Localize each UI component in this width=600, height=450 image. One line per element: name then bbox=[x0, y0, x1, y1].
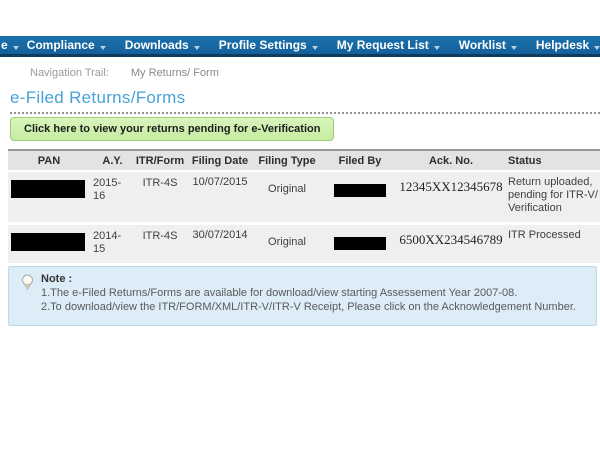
column-header-itr-form: ITR/Form bbox=[135, 154, 185, 167]
filing-date-cell: 30/07/2014 bbox=[192, 229, 248, 241]
nav-item-compliance[interactable]: Compliance bbox=[27, 38, 106, 52]
redacted-filed-by-box bbox=[334, 184, 386, 197]
chevron-down-icon bbox=[12, 45, 19, 50]
status-cell: ITR Processed bbox=[508, 229, 581, 241]
filing-type-cell: Original bbox=[268, 236, 306, 248]
breadcrumb-path: My Returns/ Form bbox=[130, 67, 219, 79]
chevron-down-icon bbox=[311, 45, 318, 50]
chevron-down-icon bbox=[193, 45, 200, 50]
ack-number-link[interactable]: 12345XX12345678 bbox=[399, 179, 503, 194]
nav-item-profile-settings[interactable]: Profile Settings bbox=[219, 38, 318, 52]
filed-by-cell bbox=[322, 225, 398, 263]
column-header-ack-no: Ack. No. bbox=[428, 154, 473, 167]
chevron-down-icon bbox=[433, 45, 440, 50]
nav-item-label: My Request List bbox=[336, 38, 429, 52]
column-header-pan: PAN bbox=[37, 154, 61, 167]
top-navbar: e Compliance Downloads Profile Settings … bbox=[0, 36, 600, 57]
chevron-down-icon bbox=[510, 45, 517, 50]
column-header-ay: A.Y. bbox=[102, 154, 123, 167]
table-row: 2015-16 ITR-4S 10/07/2015 Original 12345… bbox=[8, 172, 600, 222]
status-cell: Return uploaded, pending for ITR-V/ E-Ve… bbox=[508, 176, 600, 214]
table-header-row: PAN A.Y. ITR/Form Filing Date Filing Typ… bbox=[8, 149, 600, 170]
note-title: Note : bbox=[41, 273, 73, 285]
nav-item-worklist[interactable]: Worklist bbox=[459, 38, 517, 52]
redacted-pan-box bbox=[11, 233, 85, 251]
nav-item-label: Helpdesk bbox=[535, 38, 590, 52]
note-line-2: 2.To download/view the ITR/FORM/XML/ITR-… bbox=[41, 301, 576, 313]
nav-item-efile-partial[interactable]: e bbox=[1, 38, 19, 52]
nav-item-my-request-list[interactable]: My Request List bbox=[337, 38, 440, 52]
nav-item-downloads[interactable]: Downloads bbox=[125, 38, 200, 52]
filed-by-cell bbox=[322, 172, 398, 222]
nav-item-label: Worklist bbox=[458, 38, 506, 52]
everification-pending-button[interactable]: Click here to view your returns pending … bbox=[10, 117, 335, 141]
pan-cell bbox=[8, 225, 90, 263]
nav-item-label: Compliance bbox=[26, 38, 95, 52]
nav-item-label: e bbox=[1, 38, 8, 52]
redacted-pan-box bbox=[11, 180, 85, 198]
nav-item-label: Downloads bbox=[124, 38, 189, 52]
column-header-status: Status bbox=[508, 154, 542, 167]
itr-form-cell: ITR-4S bbox=[142, 177, 178, 189]
nav-item-label: Profile Settings bbox=[218, 38, 307, 52]
column-header-filing-type: Filing Type bbox=[258, 154, 316, 167]
page-title: e-Filed Returns/Forms bbox=[10, 88, 186, 107]
nav-item-helpdesk[interactable]: Helpdesk bbox=[536, 38, 600, 52]
note-box: Note : 1.The e-Filed Returns/Forms are a… bbox=[8, 266, 597, 326]
returns-table: PAN A.Y. ITR/Form Filing Date Filing Typ… bbox=[8, 149, 600, 266]
redacted-filed-by-box bbox=[334, 237, 386, 250]
filing-date-cell: 10/07/2015 bbox=[192, 176, 248, 188]
chevron-down-icon bbox=[99, 45, 106, 50]
note-line-1: 1.The e-Filed Returns/Forms are availabl… bbox=[41, 287, 518, 299]
lightbulb-icon bbox=[21, 274, 34, 294]
chevron-down-icon bbox=[594, 45, 600, 50]
ack-number-link[interactable]: 6500XX234546789 bbox=[399, 232, 503, 247]
breadcrumb-label: Navigation Trail: bbox=[30, 67, 109, 79]
breadcrumb: Navigation Trail: My Returns/ Form bbox=[0, 60, 600, 86]
itr-form-cell: ITR-4S bbox=[142, 230, 178, 242]
filing-type-cell: Original bbox=[268, 183, 306, 195]
assessment-year-cell: 2014-15 bbox=[93, 230, 122, 255]
assessment-year-cell: 2015-16 bbox=[93, 177, 122, 202]
column-header-filing-date: Filing Date bbox=[191, 154, 249, 167]
table-row: 2014-15 ITR-4S 30/07/2014 Original 6500X… bbox=[8, 225, 600, 263]
pan-cell bbox=[8, 172, 90, 222]
page-title-section: e-Filed Returns/Forms bbox=[10, 88, 600, 114]
column-header-filed-by: Filed By bbox=[338, 154, 382, 167]
